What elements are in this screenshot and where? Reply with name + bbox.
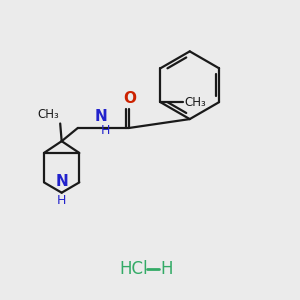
Text: CH₃: CH₃ bbox=[37, 108, 59, 121]
Text: H: H bbox=[100, 124, 110, 137]
Text: N: N bbox=[55, 174, 68, 189]
Text: H: H bbox=[57, 194, 66, 207]
Text: H: H bbox=[161, 260, 173, 278]
Text: O: O bbox=[123, 91, 136, 106]
Text: HCl: HCl bbox=[119, 260, 148, 278]
Text: CH₃: CH₃ bbox=[184, 96, 206, 109]
Text: N: N bbox=[94, 110, 107, 124]
